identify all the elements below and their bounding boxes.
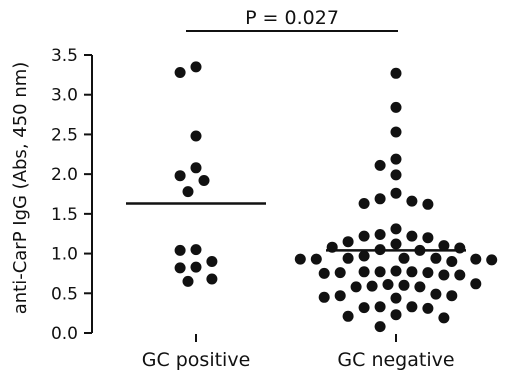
data-point <box>406 195 418 207</box>
data-point <box>398 252 410 264</box>
data-point <box>374 301 386 313</box>
y-tick-label: 3.5 <box>51 46 78 66</box>
data-point <box>430 252 442 264</box>
data-point <box>182 275 194 287</box>
data-point <box>430 288 442 300</box>
data-point <box>390 153 402 165</box>
significance-annotation: P = 0.027 <box>186 7 398 32</box>
data-point <box>334 290 346 302</box>
y-axis: 0.0 0.5 1.0 1.5 2.0 2.5 3.0 3.5 <box>51 46 93 344</box>
data-point <box>190 244 202 256</box>
data-point <box>414 281 426 293</box>
data-point <box>342 236 354 248</box>
data-point <box>174 170 186 182</box>
data-point <box>358 302 370 314</box>
data-point <box>190 130 202 142</box>
y-tick-label: 1.5 <box>51 205 78 225</box>
data-point <box>454 269 466 281</box>
x-category-label: GC positive <box>142 349 251 371</box>
data-point <box>174 244 186 256</box>
data-point <box>470 278 482 290</box>
x-axis: GC positive GC negative <box>142 334 455 371</box>
data-point <box>318 291 330 303</box>
data-point <box>390 169 402 181</box>
data-point <box>190 261 202 273</box>
data-point <box>454 242 466 254</box>
data-point <box>198 175 210 186</box>
data-point <box>390 238 402 250</box>
y-tick-label: 2.0 <box>51 165 78 185</box>
data-point <box>358 230 370 242</box>
mean-lines <box>126 202 466 252</box>
data-point <box>390 265 402 277</box>
data-point <box>358 266 370 278</box>
data-point <box>174 262 186 274</box>
data-point <box>390 126 402 138</box>
data-point <box>358 198 370 209</box>
data-point <box>350 281 362 293</box>
data-point <box>406 266 418 278</box>
data-point <box>174 67 186 78</box>
data-point <box>422 302 434 314</box>
data-point <box>374 229 386 240</box>
data-point <box>390 292 402 304</box>
y-tick-label: 1.0 <box>51 245 78 265</box>
p-value-label: P = 0.027 <box>245 7 339 29</box>
data-point <box>374 159 386 171</box>
data-point <box>446 256 458 267</box>
data-point <box>206 256 218 267</box>
data-point <box>470 253 482 265</box>
x-category-label: GC negative <box>337 349 454 371</box>
data-point <box>318 267 330 279</box>
data-point <box>182 186 194 198</box>
data-point <box>438 269 450 281</box>
data-point <box>390 309 402 321</box>
data-points <box>174 61 498 333</box>
data-point <box>342 310 354 322</box>
data-point <box>190 162 202 174</box>
data-point <box>422 267 434 279</box>
data-point <box>390 67 402 79</box>
data-point <box>294 253 306 265</box>
data-point <box>438 240 450 252</box>
data-point <box>374 193 386 205</box>
data-point <box>374 321 386 333</box>
data-point <box>390 101 402 113</box>
data-point <box>422 232 434 244</box>
y-axis-title: anti-CarP IgG (Abs, 450 nm) <box>10 62 31 315</box>
data-point <box>310 253 322 265</box>
data-point <box>438 312 450 324</box>
data-point <box>398 279 410 291</box>
data-point <box>206 273 218 285</box>
data-point <box>390 223 402 235</box>
data-point <box>190 61 202 73</box>
data-point <box>374 266 386 278</box>
data-point <box>422 198 434 210</box>
y-tick-label: 0.5 <box>51 284 78 304</box>
data-point <box>406 230 418 242</box>
y-tick-label: 2.5 <box>51 125 78 145</box>
data-point <box>358 250 370 262</box>
data-point <box>486 254 498 266</box>
data-point <box>382 279 394 290</box>
y-tick-label: 0.0 <box>51 324 78 344</box>
y-tick-label: 3.0 <box>51 86 78 106</box>
data-point <box>390 187 402 199</box>
data-point <box>446 290 458 302</box>
data-point <box>406 301 418 313</box>
data-point <box>366 280 378 292</box>
data-point <box>342 252 354 264</box>
data-point <box>334 267 346 279</box>
